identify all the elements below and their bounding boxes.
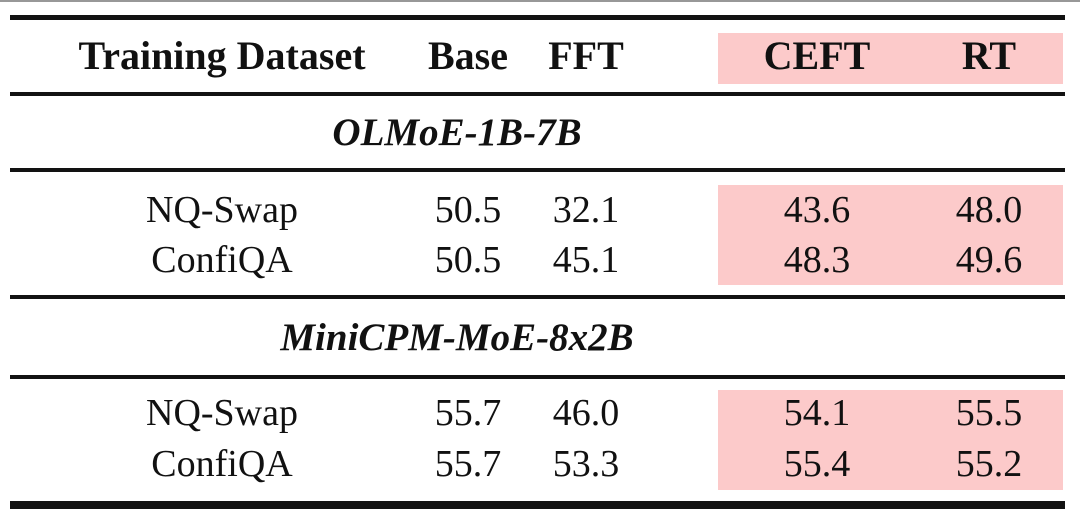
value-ceft: 54.1 [783, 392, 851, 434]
col-header-training-dataset: Training Dataset [78, 33, 366, 78]
highlight-minicpm-ceft-rt [718, 390, 1063, 490]
table-bottom-rule [10, 501, 1065, 509]
value-fft: 32.1 [552, 189, 620, 231]
section-title-olmoe: OLMoE-1B-7B [332, 111, 582, 154]
value-fft: 53.3 [552, 443, 620, 485]
value-ceft: 43.6 [783, 189, 851, 231]
window-top-border [0, 0, 1080, 2]
col-header-rt: RT [961, 33, 1017, 78]
value-base: 55.7 [434, 443, 502, 485]
value-base: 50.5 [434, 239, 502, 281]
section-row-minicpm: MiniCPM-MoE-8x2B [0, 302, 1080, 374]
value-rt: 48.0 [955, 189, 1023, 231]
dataset-label: ConfiQA [151, 443, 293, 485]
rule-below-header [10, 92, 1065, 96]
col-header-ceft: CEFT [763, 33, 871, 78]
value-rt: 49.6 [955, 239, 1023, 281]
value-fft: 46.0 [552, 392, 620, 434]
rule-below-minicpm-title [10, 375, 1065, 379]
col-header-base: Base [428, 33, 508, 78]
section-row-olmoe: OLMoE-1B-7B [0, 99, 1080, 167]
dataset-label: ConfiQA [151, 239, 293, 281]
dataset-label: NQ-Swap [146, 189, 298, 231]
value-base: 55.7 [434, 392, 502, 434]
value-ceft: 48.3 [783, 239, 851, 281]
rule-below-olmoe-rows [10, 295, 1065, 299]
rule-below-olmoe-title [10, 168, 1065, 172]
table-row-minicpm-confiqa: ConfiQA 55.7 53.3 55.4 55.2 [0, 438, 1080, 490]
value-fft: 45.1 [552, 239, 620, 281]
col-header-fft: FFT [548, 33, 624, 78]
table-row-olmoe-nqswap: NQ-Swap 50.5 32.1 43.6 48.0 [0, 185, 1080, 235]
value-rt: 55.2 [955, 443, 1023, 485]
table-top-rule [10, 15, 1065, 20]
table-header-row: Training Dataset Base FFT CEFT RT [0, 24, 1080, 88]
value-base: 50.5 [434, 189, 502, 231]
highlight-olmoe-ceft-rt [718, 185, 1063, 285]
value-ceft: 55.4 [783, 443, 851, 485]
dataset-label: NQ-Swap [146, 392, 298, 434]
section-title-minicpm: MiniCPM-MoE-8x2B [280, 316, 634, 359]
table-row-olmoe-confiqa: ConfiQA 50.5 45.1 48.3 49.6 [0, 235, 1080, 285]
highlight-header-ceft-rt [718, 33, 1063, 84]
value-rt: 55.5 [955, 392, 1023, 434]
table-row-minicpm-nqswap: NQ-Swap 55.7 46.0 54.1 55.5 [0, 388, 1080, 438]
